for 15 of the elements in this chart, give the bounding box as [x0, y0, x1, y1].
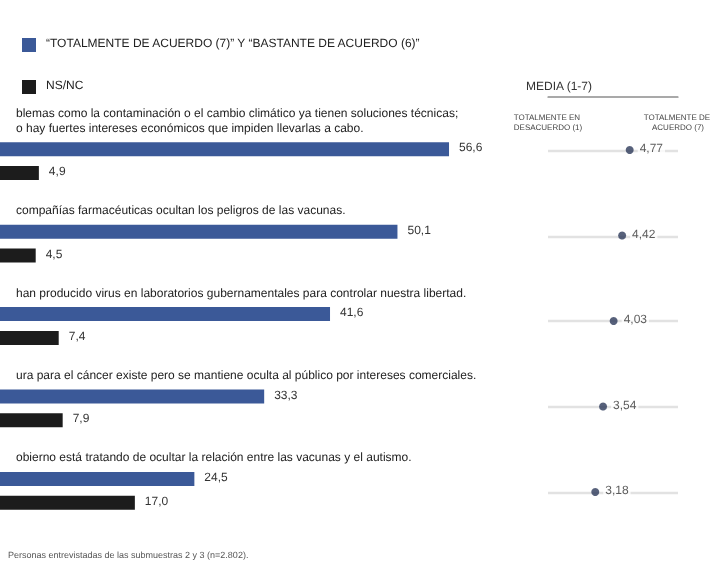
point	[625, 146, 634, 154]
bar	[0, 471, 195, 486]
bar	[0, 330, 59, 345]
bar	[0, 307, 331, 322]
bar	[0, 142, 450, 157]
point	[609, 317, 618, 325]
bar	[0, 413, 63, 428]
point	[591, 488, 600, 496]
bar	[0, 166, 39, 181]
bar	[0, 495, 135, 510]
point	[618, 231, 627, 240]
point	[599, 402, 608, 411]
bar	[0, 224, 398, 239]
bar	[0, 248, 36, 263]
bar	[0, 389, 265, 404]
